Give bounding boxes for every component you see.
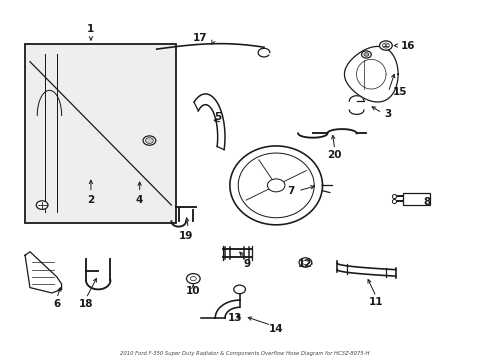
Text: 1: 1 — [87, 24, 94, 35]
Text: 20: 20 — [327, 150, 341, 160]
Text: 2: 2 — [87, 195, 94, 205]
Circle shape — [361, 51, 370, 58]
Text: 3: 3 — [384, 109, 391, 119]
Circle shape — [233, 285, 245, 294]
Text: 9: 9 — [243, 259, 250, 269]
Polygon shape — [344, 46, 397, 102]
Polygon shape — [25, 252, 61, 293]
Text: 17: 17 — [193, 33, 207, 43]
Circle shape — [363, 53, 368, 56]
Text: 7: 7 — [286, 186, 294, 196]
Text: 19: 19 — [179, 231, 193, 240]
Circle shape — [145, 138, 153, 143]
Polygon shape — [336, 263, 395, 276]
Text: 15: 15 — [392, 87, 407, 97]
Circle shape — [302, 260, 308, 265]
Text: 11: 11 — [368, 297, 383, 307]
Circle shape — [36, 201, 48, 210]
Text: 2010 Ford F-350 Super Duty Radiator & Components Overflow Hose Diagram for HC3Z-: 2010 Ford F-350 Super Duty Radiator & Co… — [120, 351, 368, 356]
Circle shape — [379, 41, 391, 50]
Text: 10: 10 — [185, 286, 200, 296]
Text: 18: 18 — [79, 299, 93, 309]
Polygon shape — [229, 146, 322, 225]
Text: 4: 4 — [136, 195, 143, 205]
Text: 6: 6 — [53, 299, 61, 309]
Text: 14: 14 — [268, 324, 283, 334]
Bar — [402, 193, 429, 205]
Text: 12: 12 — [298, 259, 312, 269]
Circle shape — [190, 276, 196, 281]
Bar — [25, 44, 176, 223]
Text: 8: 8 — [423, 197, 430, 207]
Circle shape — [143, 136, 156, 145]
Text: 13: 13 — [227, 313, 242, 323]
Circle shape — [186, 274, 200, 284]
Polygon shape — [215, 300, 239, 318]
Polygon shape — [222, 249, 251, 257]
Circle shape — [267, 179, 285, 192]
Text: 5: 5 — [214, 112, 221, 122]
Circle shape — [382, 43, 388, 48]
Circle shape — [299, 258, 311, 267]
Text: 16: 16 — [400, 41, 414, 50]
